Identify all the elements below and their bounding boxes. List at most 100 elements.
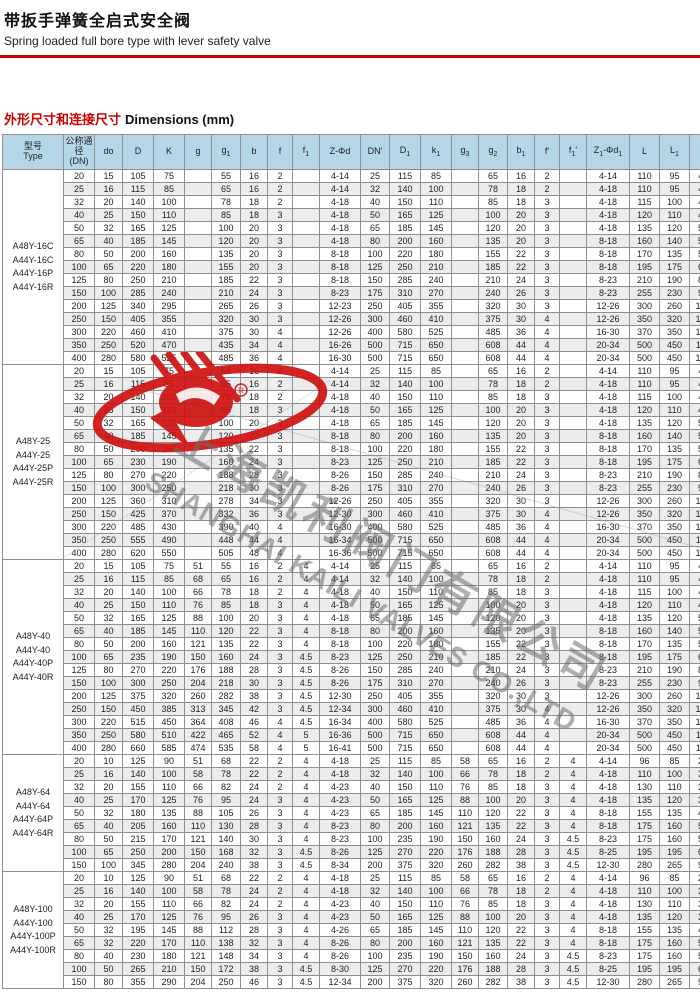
- cell: 560: [689, 949, 700, 963]
- cell: 4-23: [319, 806, 361, 820]
- column-header: b1: [507, 134, 535, 170]
- table-row: A48Y-40 A44Y-40 A44Y-40P A44Y-40R 20 15 105 75 5…: [2, 559, 700, 755]
- cell: 32: [63, 585, 95, 599]
- cell: 4: [292, 923, 320, 937]
- cell: 270: [389, 962, 421, 976]
- cell: 2: [267, 585, 293, 599]
- cell: 474: [184, 741, 212, 755]
- table-row: 100 65 230 190 160 24 3 8-23 125 250 210 185 22 3 8-18…: [3, 455, 700, 469]
- cell: 485: [122, 520, 154, 534]
- cell: 500: [360, 533, 390, 547]
- cell: 110: [659, 780, 690, 794]
- cell: 411: [689, 390, 700, 404]
- cell: 58: [184, 767, 212, 781]
- cell: 160: [420, 624, 452, 638]
- cell: 145: [420, 923, 452, 937]
- cell: [451, 689, 479, 703]
- cell: 4.5: [292, 975, 320, 989]
- cell: 95: [659, 559, 690, 573]
- cell: 8-18: [586, 637, 630, 651]
- cell: 2: [267, 780, 293, 794]
- cell: 24: [240, 455, 268, 469]
- cell: 8-23: [586, 676, 630, 690]
- cell: 125: [360, 260, 390, 274]
- cell: 4-18: [586, 897, 630, 911]
- cell: 3: [534, 923, 560, 937]
- cell: 110: [420, 897, 452, 911]
- cell: 200: [360, 975, 390, 989]
- cell: 175: [629, 832, 660, 846]
- cell: 110: [420, 390, 452, 404]
- cell: 5: [292, 741, 320, 755]
- cell: 120: [478, 806, 508, 820]
- cell: 25: [360, 169, 390, 183]
- cell: 3: [267, 650, 293, 664]
- cell: [559, 559, 587, 573]
- table-row: 100 65 235 190 150 160 24 3 4.5 8-23 125 250 210 185 2…: [3, 650, 700, 664]
- cell: 282: [478, 975, 508, 989]
- cell: 3: [267, 624, 293, 638]
- cell: 505: [211, 546, 241, 560]
- cell: 185: [389, 923, 421, 937]
- cell: 28: [240, 819, 268, 833]
- cell: 20: [507, 429, 535, 443]
- cell: 355: [420, 689, 452, 703]
- cell: [184, 481, 212, 495]
- cell: 25: [63, 767, 95, 781]
- cell: 295: [153, 299, 185, 313]
- cell: 155: [122, 780, 154, 794]
- cell: 28: [240, 468, 268, 482]
- cell: 8-26: [319, 481, 361, 495]
- cell: 3: [267, 221, 293, 235]
- cell: 310: [389, 481, 421, 495]
- cell: [559, 507, 587, 521]
- cell: 8-23: [586, 949, 630, 963]
- cell: [184, 416, 212, 430]
- cell: 320: [153, 689, 185, 703]
- cell: 16: [507, 169, 535, 183]
- cell: 355: [420, 494, 452, 508]
- cell: 12-26: [586, 702, 630, 716]
- cell: [184, 221, 212, 235]
- cell: 3: [534, 637, 560, 651]
- cell: 140: [122, 884, 154, 898]
- table-row: 350 250 520 470 435 34 4 16-26 500 715 650 608 44 4 20…: [3, 338, 700, 352]
- cell: 310: [689, 767, 700, 781]
- cell: 4-14: [319, 559, 361, 573]
- cell: 22: [507, 806, 535, 820]
- table-row: 125 80 250 210 185 22 3 8-18 150 285 240 210 24 3 8-23…: [3, 273, 700, 287]
- cell: 250: [389, 455, 421, 469]
- cell: 18: [507, 780, 535, 794]
- cell: [559, 611, 587, 625]
- cell: 32: [94, 611, 123, 625]
- cell: 3: [534, 975, 560, 989]
- cell: 3: [534, 793, 560, 807]
- cell: 18: [507, 377, 535, 391]
- cell: [451, 533, 479, 547]
- section-heading-en: Dimensions (mm): [125, 112, 235, 127]
- cell: 110: [184, 819, 212, 833]
- cell: 8-18: [586, 260, 630, 274]
- cell: 40: [94, 819, 123, 833]
- cell: 300: [122, 676, 154, 690]
- cell: 8-18: [586, 806, 630, 820]
- cell: 36: [507, 325, 535, 339]
- cell: 2: [534, 884, 560, 898]
- table-row: 400 280 660 585 474 535 58 4 5 16-41 500 715 650 608 4…: [3, 741, 700, 755]
- cell: 110: [153, 403, 185, 417]
- cell: 8-18: [319, 637, 361, 651]
- cell: 80: [360, 234, 390, 248]
- cell: 320: [478, 299, 508, 313]
- cell: 3: [534, 832, 560, 846]
- cell: 25: [360, 754, 390, 768]
- cell: 80: [360, 429, 390, 443]
- cell: [184, 403, 212, 417]
- cell: 4-18: [586, 793, 630, 807]
- cell: 1780: [689, 546, 700, 560]
- cell: 30: [507, 702, 535, 716]
- cell: 322: [689, 897, 700, 911]
- cell: 355: [420, 299, 452, 313]
- table-row: 25 16 140 100 58 78 22 2 4 4-18 32 140 100 66 78 18 2 4 4-…: [3, 767, 700, 781]
- cell: 3: [267, 962, 293, 976]
- cell: [184, 546, 212, 560]
